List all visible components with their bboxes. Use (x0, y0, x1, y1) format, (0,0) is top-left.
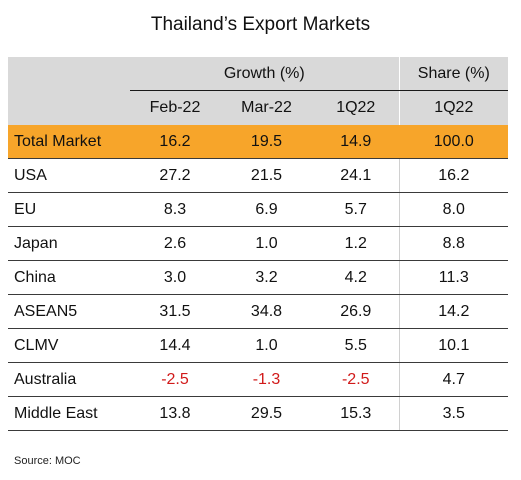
share-value-cell: 4.7 (398, 362, 509, 397)
growth-value-cell: 5.7 (313, 192, 400, 227)
growth-value-cell: -1.3 (220, 362, 313, 397)
table-row: Australia -2.5 -1.3 -2.5 4.7 (8, 362, 509, 397)
growth-value-cell: 26.9 (313, 294, 400, 329)
table-row: USA 27.2 21.5 24.1 16.2 (8, 158, 509, 193)
growth-value-cell: 31.5 (130, 294, 220, 329)
table-body: Total Market 16.2 19.5 14.9 100.0 USA 27.2 21.5… (8, 125, 509, 431)
growth-value-cell: 27.2 (130, 158, 220, 193)
column-header: Feb-22 (130, 90, 220, 125)
share-value-cell: 10.1 (398, 328, 509, 363)
column-header: 1Q22 (313, 90, 400, 125)
column-header: 1Q22 (398, 90, 509, 125)
table-row: CLMV 14.4 1.0 5.5 10.1 (8, 328, 509, 363)
share-value-cell: 100.0 (398, 125, 509, 159)
growth-value-cell: 13.8 (130, 396, 220, 431)
growth-value-cell: 19.5 (220, 125, 313, 159)
market-name-cell: EU (8, 192, 130, 227)
table-title: Thailand’s Export Markets (150, 14, 371, 35)
growth-value-cell: 14.4 (130, 328, 220, 363)
growth-value-cell: 24.1 (313, 158, 400, 193)
share-value-cell: 14.2 (398, 294, 509, 329)
header-group-growth: Growth (%) (130, 57, 400, 91)
market-name-cell: USA (8, 158, 130, 193)
market-name-cell: Total Market (8, 125, 130, 159)
growth-value-cell: 1.2 (313, 226, 400, 261)
table-row: EU 8.3 6.9 5.7 8.0 (8, 192, 509, 227)
share-value-cell: 3.5 (398, 396, 509, 431)
market-name-cell: Australia (8, 362, 130, 397)
table-header: Growth (%) Share (%) Feb-22 Mar-22 1Q22 … (8, 57, 509, 125)
header-empty-cell (8, 90, 130, 125)
growth-value-cell: -2.5 (313, 362, 400, 397)
growth-value-cell: 3.0 (130, 260, 220, 295)
table-row: ASEAN5 31.5 34.8 26.9 14.2 (8, 294, 509, 329)
growth-value-cell: 14.9 (313, 125, 400, 159)
table-row-total: Total Market 16.2 19.5 14.9 100.0 (8, 125, 509, 159)
column-header: Mar-22 (220, 90, 313, 125)
table-row: Japan 2.6 1.0 1.2 8.8 (8, 226, 509, 261)
header-empty-cell (8, 57, 130, 91)
source-note: Source: MOC (14, 455, 81, 467)
share-value-cell: 16.2 (398, 158, 509, 193)
growth-value-cell: -2.5 (130, 362, 220, 397)
market-name-cell: Middle East (8, 396, 130, 431)
growth-value-cell: 5.5 (313, 328, 400, 363)
market-name-cell: ASEAN5 (8, 294, 130, 329)
market-name-cell: China (8, 260, 130, 295)
header-group-share: Share (%) (398, 57, 509, 91)
table-row: China 3.0 3.2 4.2 11.3 (8, 260, 509, 295)
export-markets-table: Growth (%) Share (%) Feb-22 Mar-22 1Q22 … (8, 57, 509, 431)
share-value-cell: 8.8 (398, 226, 509, 261)
growth-value-cell: 16.2 (130, 125, 220, 159)
growth-value-cell: 1.0 (220, 328, 313, 363)
growth-value-cell: 3.2 (220, 260, 313, 295)
table-row: Middle East 13.8 29.5 15.3 3.5 (8, 396, 509, 431)
growth-value-cell: 34.8 (220, 294, 313, 329)
growth-value-cell: 6.9 (220, 192, 313, 227)
growth-value-cell: 21.5 (220, 158, 313, 193)
market-name-cell: CLMV (8, 328, 130, 363)
share-value-cell: 8.0 (398, 192, 509, 227)
growth-value-cell: 15.3 (313, 396, 400, 431)
share-value-cell: 11.3 (398, 260, 509, 295)
growth-value-cell: 4.2 (313, 260, 400, 295)
growth-value-cell: 8.3 (130, 192, 220, 227)
growth-value-cell: 1.0 (220, 226, 313, 261)
market-name-cell: Japan (8, 226, 130, 261)
growth-value-cell: 2.6 (130, 226, 220, 261)
growth-value-cell: 29.5 (220, 396, 313, 431)
